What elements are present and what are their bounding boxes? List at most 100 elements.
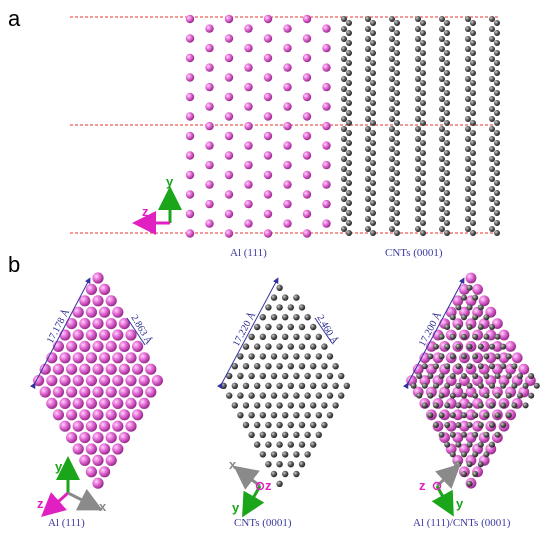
carbon-atom <box>439 156 445 162</box>
al-atom <box>224 151 234 160</box>
carbon-atom <box>370 130 376 136</box>
al-atom <box>105 386 117 398</box>
carbon-atom <box>365 66 371 72</box>
al-atom <box>185 14 195 24</box>
carbon-atom <box>420 50 426 56</box>
carbon-atom <box>389 56 395 62</box>
carbon-atom <box>276 323 283 331</box>
al-atom <box>185 229 195 238</box>
carbon-atom <box>365 126 371 132</box>
carbon-atom <box>321 402 328 409</box>
carbon-atom <box>276 461 283 468</box>
carbon-atom <box>341 56 347 62</box>
carbon-atom <box>394 50 400 56</box>
carbon-atom <box>466 284 473 291</box>
al-atom <box>498 329 510 341</box>
carbon-atom <box>389 106 395 112</box>
carbon-atom <box>231 382 238 389</box>
caption-al-111-b: Al (111) <box>48 517 85 529</box>
carbon-atom <box>259 412 266 419</box>
carbon-atom <box>370 140 376 146</box>
al-atom <box>478 295 490 307</box>
carbon-atom <box>315 333 322 340</box>
carbon-atom <box>346 180 352 186</box>
carbon-atom <box>365 46 371 52</box>
carbon-atom <box>346 170 352 176</box>
carbon-atom <box>465 186 471 192</box>
carbon-atom <box>365 96 371 102</box>
carbon-atom <box>465 226 471 232</box>
carbon-atom <box>470 40 476 46</box>
carbon-atom <box>477 304 484 311</box>
carbon-atom <box>270 392 278 399</box>
carbon-atom <box>477 402 484 409</box>
carbon-atom <box>276 304 283 311</box>
al-atom <box>322 43 331 53</box>
carbon-atom <box>415 216 421 222</box>
carbon-atom <box>420 140 426 146</box>
carbon-atom <box>444 40 450 46</box>
al-atom <box>112 306 124 318</box>
dim-label-middle-short: 2.460 Å <box>314 313 341 348</box>
carbon-atom <box>270 294 278 301</box>
carbon-atom <box>472 353 479 360</box>
carbon-atom <box>370 60 376 66</box>
carbon-atom <box>265 363 272 370</box>
carbon-atom <box>494 60 500 66</box>
carbon-atom <box>470 140 476 146</box>
carbon-atom <box>394 170 400 176</box>
carbon-atom <box>461 471 467 477</box>
carbon-atom <box>254 441 261 448</box>
carbon-atom <box>410 382 417 389</box>
carbon-atom <box>389 166 395 172</box>
carbon-atom <box>389 126 395 132</box>
al-atom <box>66 386 78 398</box>
carbon-atom <box>265 382 272 389</box>
carbon-atom <box>389 76 395 82</box>
carbon-atom <box>444 382 451 389</box>
carbon-atom <box>370 100 376 106</box>
al-atom <box>302 92 312 102</box>
carbon-atom <box>341 66 347 72</box>
carbon-atom <box>298 461 306 468</box>
carbon-atom <box>494 412 501 419</box>
carbon-atom <box>420 190 426 196</box>
carbon-atom <box>420 90 426 96</box>
al-atom <box>85 283 97 295</box>
carbon-atom <box>427 373 434 379</box>
carbon-atom <box>438 412 445 419</box>
carbon-atom <box>461 431 467 438</box>
al-atom <box>224 112 234 121</box>
carbon-atom <box>394 100 400 106</box>
carbon-atom <box>470 80 476 86</box>
carbon-atom <box>338 372 345 380</box>
carbon-atom <box>304 451 311 458</box>
carbon-atom <box>472 373 479 379</box>
carbon-atom <box>438 353 445 360</box>
carbon-atom <box>439 196 445 202</box>
carbon-atom <box>276 480 283 487</box>
al-atom <box>66 432 78 444</box>
al-atom <box>505 341 516 352</box>
carbon-atom <box>310 363 317 370</box>
dim-line-middle-long <box>216 277 279 390</box>
al-atom <box>205 24 214 33</box>
carbon-atom <box>248 333 255 340</box>
carbon-atom <box>282 451 289 458</box>
carbon-atom <box>420 110 426 116</box>
carbon-atom <box>439 206 445 212</box>
carbon-atom <box>304 333 311 340</box>
carbon-atom <box>394 150 400 156</box>
carbon-atom <box>365 226 371 232</box>
carbon-atom <box>420 150 426 156</box>
al-atom <box>224 190 234 199</box>
carbon-atom <box>315 392 322 399</box>
carbon-atom <box>276 382 283 389</box>
carbon-atom <box>293 412 300 419</box>
al-atom <box>518 363 530 375</box>
carbon-atom <box>420 80 426 86</box>
carbon-atom <box>310 441 317 448</box>
al-atom <box>224 229 234 238</box>
carbon-atom <box>483 333 490 340</box>
carbon-atom <box>489 76 495 82</box>
